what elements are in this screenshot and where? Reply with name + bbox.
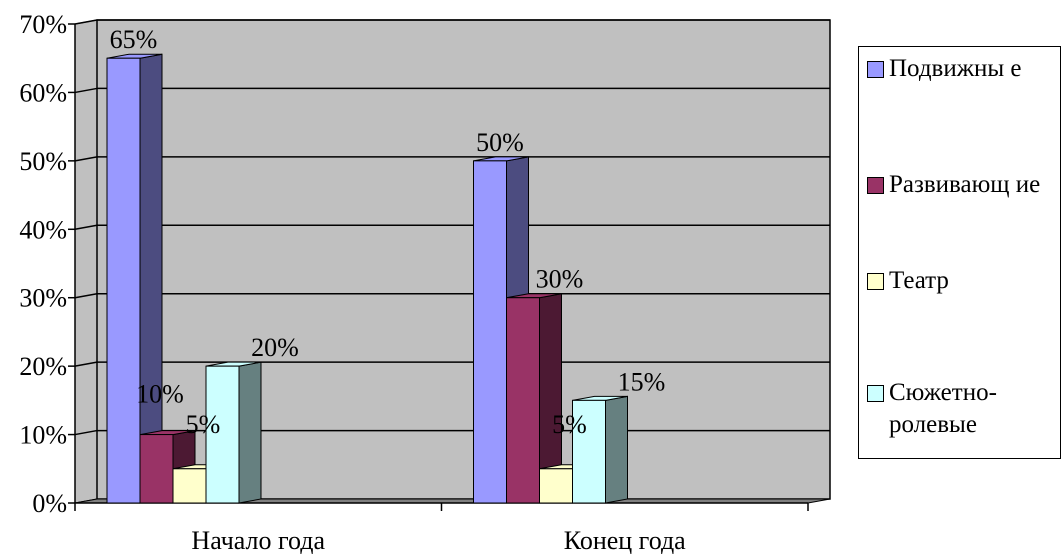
gridline-side xyxy=(74,156,98,162)
bar xyxy=(506,297,540,504)
bar xyxy=(539,468,573,504)
legend-label-razvivayushchie: Развивающ ие xyxy=(889,171,1041,198)
data-label: 5% xyxy=(186,410,221,439)
y-tick-label: 0% xyxy=(32,489,67,518)
data-label: 65% xyxy=(110,25,158,54)
bar xyxy=(172,468,207,504)
gridline-side xyxy=(74,87,98,94)
gridline-side xyxy=(74,429,98,436)
gridline-side xyxy=(74,19,98,25)
legend-item-syuzhetno-rolevye: Сюжетно-ролевые xyxy=(867,377,1057,441)
bar xyxy=(139,434,174,504)
y-tick-label: 20% xyxy=(19,352,67,381)
y-tick-label: 60% xyxy=(19,78,67,107)
gridline-side xyxy=(74,361,98,367)
legend-swatch-syuzhetno-rolevye xyxy=(867,385,884,402)
bar-side xyxy=(238,361,262,504)
data-label: 30% xyxy=(536,265,584,294)
legend-label-teatr: Театр xyxy=(889,267,949,294)
data-label: 50% xyxy=(476,128,524,157)
data-label: 10% xyxy=(136,380,184,409)
y-tick-label: 30% xyxy=(19,284,67,313)
x-category-label: Начало года xyxy=(191,526,325,554)
chart-legend: Подвижны е Развивающ ие Театр Сюжетно-ро… xyxy=(858,46,1061,459)
data-label: 5% xyxy=(552,410,587,439)
legend-swatch-razvivayushchie xyxy=(867,177,884,194)
y-tick-label: 10% xyxy=(19,421,67,450)
bar xyxy=(106,57,141,504)
bar xyxy=(473,160,507,504)
data-label: 20% xyxy=(251,333,299,362)
data-label: 15% xyxy=(618,367,666,396)
legend-item-teatr: Театр xyxy=(867,265,1057,297)
bar xyxy=(205,365,240,504)
y-tick-label: 40% xyxy=(19,215,67,244)
legend-label-podvizhnye: Подвижны е xyxy=(889,55,1022,82)
bar-side xyxy=(605,395,628,504)
legend-item-podvizhnye: Подвижны е xyxy=(867,53,1057,85)
legend-label-syuzhetno-rolevye: Сюжетно-ролевые xyxy=(889,379,997,438)
x-category-label: Конец года xyxy=(564,526,686,554)
legend-swatch-teatr xyxy=(867,273,884,290)
legend-item-razvivayushchie: Развивающ ие xyxy=(867,169,1057,201)
gridline-side xyxy=(74,292,98,299)
y-tick-label: 50% xyxy=(19,147,67,176)
bar xyxy=(572,399,606,504)
legend-swatch-podvizhnye xyxy=(867,61,884,78)
gridline-side xyxy=(74,224,98,231)
y-tick-label: 70% xyxy=(19,10,67,39)
